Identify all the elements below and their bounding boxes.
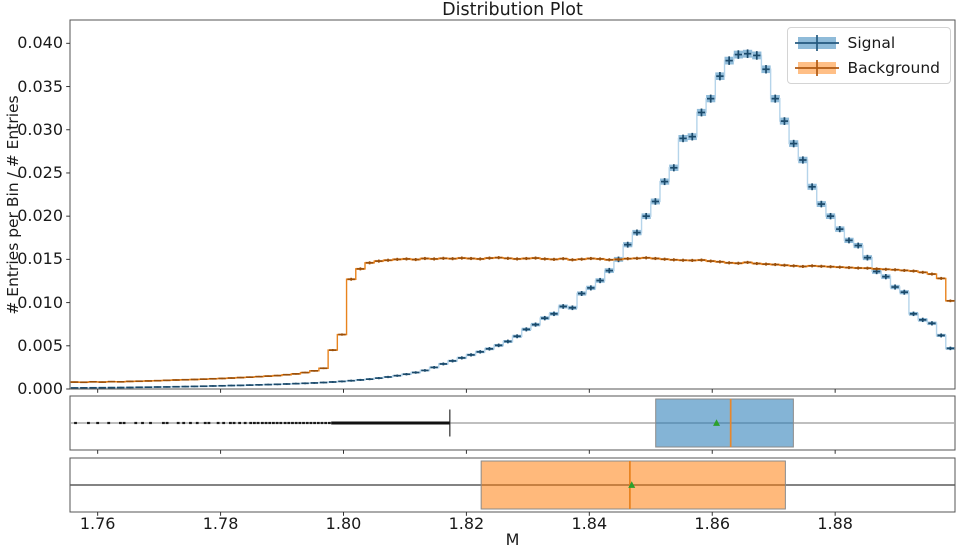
flier-point — [320, 421, 324, 425]
legend-item-label: Background — [847, 59, 940, 77]
flier-point — [275, 421, 279, 425]
flier-point — [74, 421, 77, 425]
flier-point — [203, 421, 207, 425]
flier-point — [294, 421, 298, 425]
flier-point — [256, 421, 260, 425]
flier-point — [96, 421, 100, 425]
y-tick-label: 0.025 — [17, 162, 63, 182]
flier-point — [305, 421, 309, 425]
x-tick-label: 1.84 — [571, 514, 608, 533]
legend-item-signal: Signal — [794, 33, 940, 53]
x-axis-label: M — [505, 530, 520, 549]
x-tick-label: 1.86 — [694, 514, 731, 533]
flier-point — [141, 421, 144, 425]
x-tick-label: 1.76 — [79, 514, 116, 533]
legend-item-background: Background — [794, 58, 940, 78]
legend: Signal Background — [786, 27, 951, 84]
y-tick-label: 0.005 — [17, 335, 63, 355]
flier-point — [216, 421, 220, 425]
chart-title: Distribution Plot — [442, 0, 583, 20]
x-tick-label: 1.78 — [202, 514, 239, 533]
flier-point — [165, 421, 169, 425]
flier-point — [287, 421, 291, 425]
y-tick-label: 0.035 — [17, 76, 63, 96]
boxplot-background — [70, 460, 955, 510]
flier-point — [243, 421, 247, 425]
step-line — [70, 256, 955, 383]
boxplot-signal — [70, 398, 955, 448]
x-tick-label: 1.88 — [817, 514, 853, 533]
flier-point — [182, 421, 186, 425]
flier-point — [279, 421, 283, 425]
flier-point — [119, 421, 122, 425]
flier-point — [324, 421, 328, 425]
box — [655, 398, 794, 448]
flier-point — [327, 421, 331, 425]
flier-point — [207, 421, 211, 425]
flier-point — [298, 421, 302, 425]
flier-point — [232, 421, 236, 425]
y-tick-label: 0.040 — [17, 33, 63, 53]
flier-point — [238, 421, 242, 425]
mean-marker — [713, 419, 721, 426]
flier-point — [291, 421, 294, 425]
series-signal — [70, 49, 955, 389]
flier-point — [272, 421, 275, 425]
x-tick-label: 1.80 — [325, 514, 362, 533]
y-tick-label: 0.010 — [17, 292, 63, 312]
flier-point — [229, 421, 232, 425]
mean-marker — [628, 481, 636, 488]
flier-point — [252, 421, 256, 425]
flier-point — [302, 421, 305, 425]
legend-item-label: Signal — [847, 34, 896, 52]
y-tick-label: 0.015 — [17, 249, 63, 269]
flier-point — [122, 421, 126, 425]
x-tick-label: 1.82 — [448, 514, 485, 533]
legend-key-icon — [794, 60, 839, 76]
flier-point — [149, 421, 152, 425]
flier-point — [87, 421, 90, 425]
step-line — [70, 53, 955, 389]
main-axes-frame — [69, 19, 956, 390]
flier-point — [176, 421, 180, 425]
legend-key-icon — [794, 35, 839, 51]
flier-point — [134, 421, 138, 425]
flier-point — [222, 421, 226, 425]
y-tick-label: 0.030 — [17, 119, 63, 139]
flier-point — [162, 421, 165, 425]
flier-point — [195, 421, 199, 425]
flier-point — [283, 421, 287, 425]
flier-point — [249, 421, 253, 425]
flier-point — [260, 421, 264, 425]
series-background — [70, 256, 955, 384]
flier-point — [316, 421, 320, 425]
y-tick-label: 0.020 — [17, 206, 63, 226]
flier-point — [268, 421, 272, 425]
flier-point — [107, 421, 111, 425]
y-tick-label: 0.000 — [17, 379, 63, 398]
flier-point — [309, 421, 313, 425]
flier-point — [264, 421, 268, 425]
flier-point — [313, 421, 316, 425]
flier-point — [189, 421, 192, 425]
